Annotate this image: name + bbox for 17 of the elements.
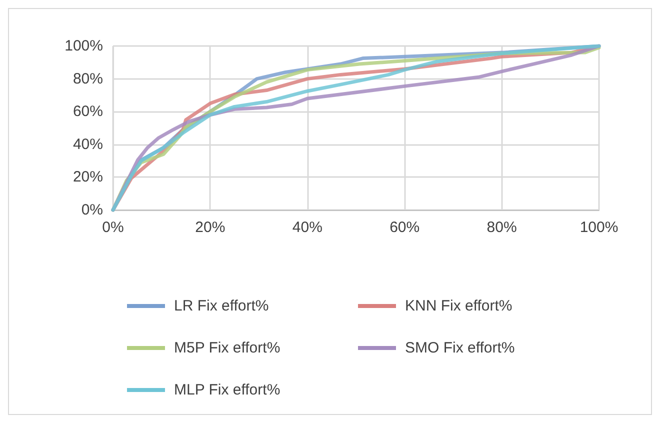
legend-label: KNN Fix effort% xyxy=(405,298,512,314)
x-tick-label: 20% xyxy=(195,219,226,236)
y-tick-label: 40% xyxy=(72,136,103,153)
x-tick-label: 100% xyxy=(580,219,618,236)
y-tick-label: 100% xyxy=(64,38,103,54)
legend-label: MLP Fix effort% xyxy=(174,382,280,398)
x-tick-label: 60% xyxy=(390,219,420,236)
y-tick-label: 0% xyxy=(81,202,103,218)
legend-label: SMO Fix effort% xyxy=(405,340,515,356)
x-tick-label: 0% xyxy=(102,219,124,236)
y-tick-label: 80% xyxy=(72,70,103,88)
x-tick-label: 80% xyxy=(486,219,517,236)
y-tick-label: 60% xyxy=(72,103,103,120)
x-tick-label: 40% xyxy=(292,219,322,236)
legend-label: M5P Fix effort% xyxy=(174,340,280,356)
legend-label: LR Fix effort% xyxy=(174,298,269,314)
y-tick-label: 20% xyxy=(72,168,103,186)
